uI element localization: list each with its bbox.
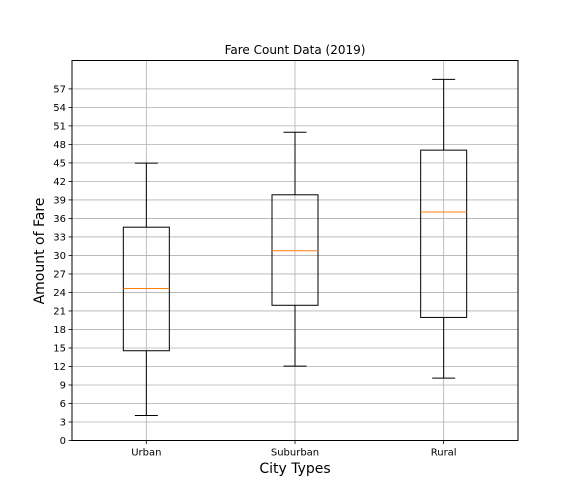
box-urban: [122, 162, 170, 417]
y-tick-label: 0: [60, 436, 66, 447]
y-tick-label: 6: [60, 399, 66, 410]
tick-layer: 036912151821242730333639424548515457Urba…: [53, 84, 456, 458]
y-tick-label: 30: [53, 251, 66, 262]
y-tick-label: 36: [53, 214, 66, 225]
iqr-box: [271, 194, 319, 306]
box-layer: [122, 78, 468, 417]
y-tick-label: 21: [53, 306, 66, 317]
y-tick-label: 18: [53, 325, 66, 336]
y-axis-label: Amount of Fare: [32, 198, 48, 305]
x-tick-label: Rural: [431, 448, 457, 459]
y-tick-label: 42: [53, 177, 66, 188]
y-tick-label: 45: [53, 158, 66, 169]
y-tick-label: 54: [53, 103, 66, 114]
y-tick-label: 27: [53, 269, 66, 280]
y-tick-label: 15: [53, 343, 66, 354]
y-tick-label: 24: [53, 288, 66, 299]
y-tick-label: 48: [53, 140, 66, 151]
iqr-box: [420, 149, 468, 318]
x-tick-label: Suburban: [271, 448, 319, 459]
y-tick-label: 12: [53, 362, 66, 373]
y-tick-label: 39: [53, 195, 66, 206]
y-tick-label: 9: [60, 380, 66, 391]
box-suburban: [271, 131, 319, 367]
x-tick-label: Urban: [131, 448, 161, 459]
y-tick-label: 57: [53, 84, 66, 95]
y-tick-label: 33: [53, 232, 66, 243]
y-tick-label: 3: [60, 417, 66, 428]
x-axis-label: City Types: [259, 461, 330, 477]
y-tick-label: 51: [53, 121, 66, 132]
box-rural: [420, 78, 468, 379]
chart-title: Fare Count Data (2019): [225, 43, 366, 57]
